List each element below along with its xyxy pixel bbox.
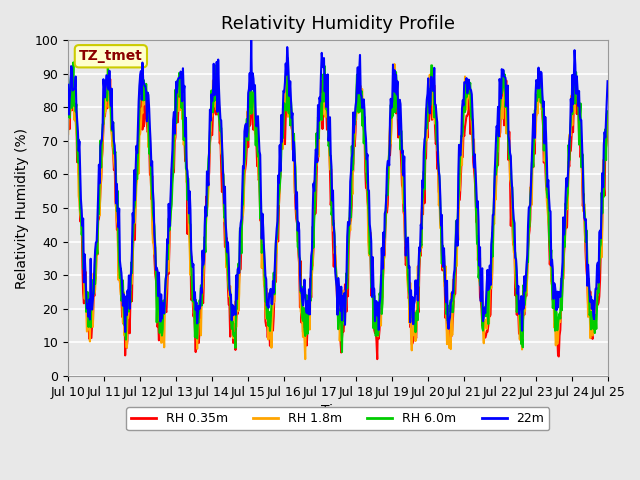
RH 6.0m (64, 106, 72, 111)
Line: 22m: 22m (68, 40, 607, 332)
RH 0.35m (184, 190, 192, 196)
22m (420, 137, 428, 143)
RH 1.8m (604, 110, 611, 116)
RH 1.8m (129, 217, 137, 223)
RH 1.8m (74, 150, 82, 156)
Title: Relativity Humidity Profile: Relativity Humidity Profile (221, 15, 455, 33)
22m (248, 37, 255, 43)
RH 6.0m (129, 226, 137, 231)
RH 0.35m (129, 236, 137, 241)
RH 0.35m (213, 84, 221, 90)
Line: RH 6.0m: RH 6.0m (68, 58, 607, 352)
22m (185, 210, 193, 216)
Y-axis label: Relativity Humidity (%): Relativity Humidity (%) (15, 128, 29, 288)
RH 0.35m (420, 200, 428, 206)
22m (74, 128, 82, 134)
X-axis label: Time: Time (321, 404, 355, 418)
22m (131, 168, 138, 173)
22m (64, 82, 72, 88)
RH 1.8m (64, 131, 72, 137)
RH 6.0m (284, 55, 292, 61)
Text: TZ_tmet: TZ_tmet (79, 49, 143, 63)
Line: RH 0.35m: RH 0.35m (68, 70, 607, 359)
RH 6.0m (213, 88, 221, 94)
RH 0.35m (405, 296, 413, 301)
RH 1.8m (301, 356, 309, 362)
22m (214, 109, 221, 115)
Line: RH 1.8m: RH 1.8m (68, 64, 607, 359)
RH 1.8m (405, 290, 413, 296)
RH 6.0m (405, 287, 413, 293)
RH 6.0m (420, 186, 428, 192)
RH 6.0m (604, 108, 611, 114)
RH 0.35m (604, 124, 611, 130)
RH 6.0m (338, 349, 346, 355)
22m (405, 265, 413, 271)
RH 0.35m (64, 102, 72, 108)
Legend: RH 0.35m, RH 1.8m, RH 6.0m, 22m: RH 0.35m, RH 1.8m, RH 6.0m, 22m (126, 407, 550, 430)
RH 1.8m (184, 204, 192, 210)
RH 1.8m (213, 107, 221, 113)
22m (604, 78, 611, 84)
RH 0.35m (373, 356, 381, 362)
RH 1.8m (390, 61, 398, 67)
RH 1.8m (420, 160, 428, 166)
RH 0.35m (390, 67, 398, 73)
RH 0.35m (74, 145, 82, 151)
RH 6.0m (184, 175, 192, 181)
22m (122, 329, 129, 335)
RH 6.0m (74, 159, 82, 165)
